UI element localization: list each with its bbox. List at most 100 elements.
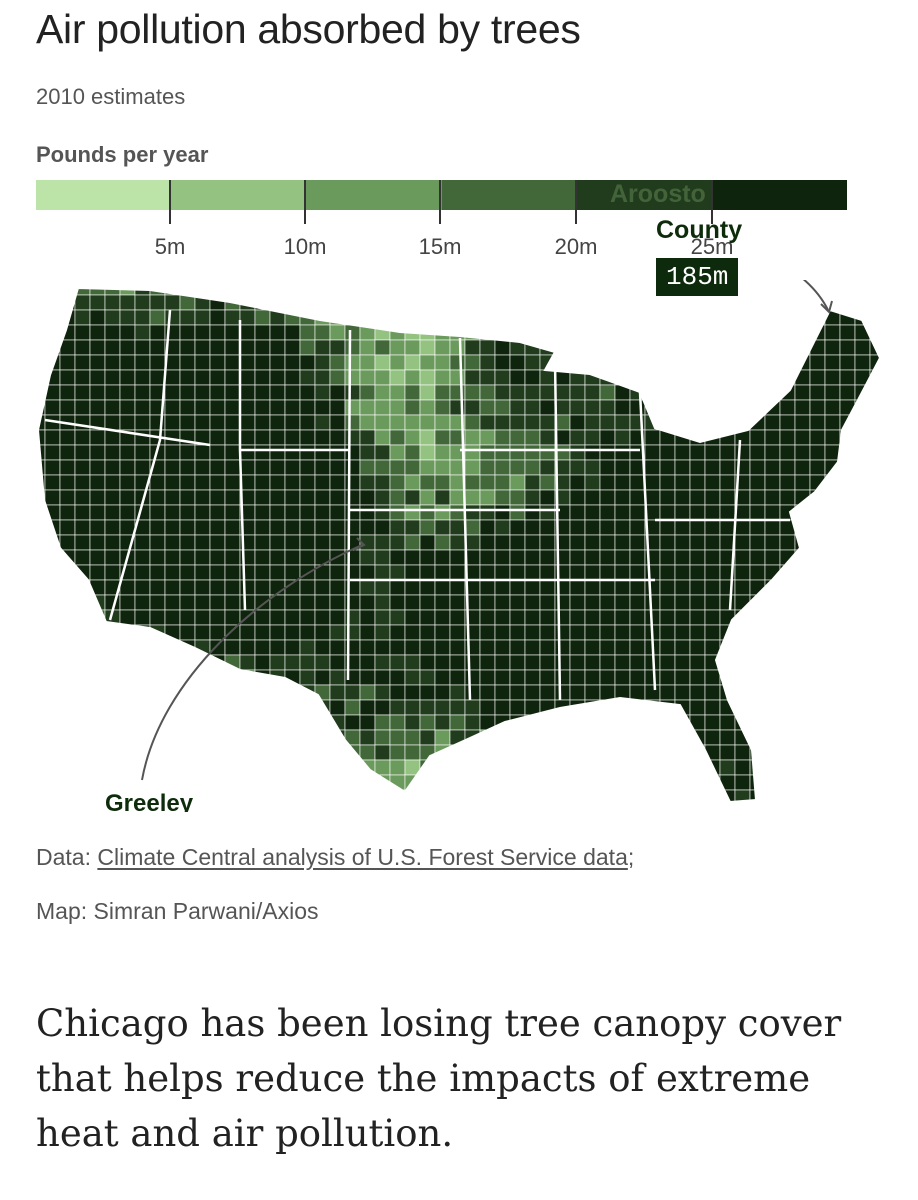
county-cell (74, 489, 91, 506)
county-cell (584, 624, 601, 641)
county-cell (269, 288, 286, 296)
county-cell (224, 534, 241, 551)
county-cell (104, 519, 121, 536)
county-cell (269, 504, 286, 521)
county-cell (254, 684, 271, 701)
county-cell (494, 474, 511, 491)
county-cell (434, 504, 451, 521)
source-link[interactable]: Climate Central analysis of U.S. Forest … (97, 844, 628, 870)
county-cell (869, 759, 880, 776)
county-cell (359, 639, 376, 656)
county-cell (179, 594, 196, 611)
county-cell (89, 309, 106, 326)
county-cell (329, 489, 346, 506)
county-cell (344, 309, 361, 326)
county-cell (284, 624, 301, 641)
county-cell (179, 729, 196, 746)
county-cell (464, 288, 481, 296)
county-cell (374, 399, 391, 416)
county-cell (885, 730, 900, 745)
county-cell (59, 624, 76, 641)
county-cell (704, 489, 721, 506)
county-cell (119, 759, 136, 776)
county-cell (329, 339, 346, 356)
county-cell (74, 744, 91, 761)
county-cell (719, 729, 736, 746)
county-cell (689, 369, 706, 386)
county-cell (224, 609, 241, 626)
county-cell (344, 789, 361, 802)
county-cell (599, 534, 616, 551)
county-cell (644, 309, 661, 326)
county-cell (689, 294, 706, 311)
county-cell (839, 339, 856, 356)
county-cell (629, 789, 646, 802)
county-cell (419, 669, 436, 686)
county-cell (749, 684, 766, 701)
county-cell (239, 399, 256, 416)
county-cell (314, 324, 331, 341)
county-cell (569, 399, 586, 416)
county-cell (269, 639, 286, 656)
county-cell (404, 504, 421, 521)
county-cell (674, 564, 691, 581)
county-cell (119, 519, 136, 536)
county-cell (224, 444, 241, 461)
county-cell (885, 625, 900, 640)
county-cell (854, 339, 871, 356)
county-cell (404, 744, 421, 761)
county-cell (119, 489, 136, 506)
county-cell (344, 699, 361, 716)
county-cell (44, 489, 61, 506)
county-cell (734, 519, 751, 536)
county-cell (854, 699, 871, 716)
county-cell (389, 504, 406, 521)
county-cell (479, 639, 496, 656)
county-cell (659, 474, 676, 491)
county-cell (464, 414, 481, 431)
county-cell (299, 549, 316, 566)
county-cell (89, 714, 106, 731)
county-cell (584, 324, 601, 341)
county-cell (239, 579, 256, 596)
county-cell (809, 369, 826, 386)
county-cell (329, 369, 346, 386)
county-cell (299, 294, 316, 311)
color-legend (36, 180, 848, 210)
county-cell (659, 624, 676, 641)
county-cell (134, 309, 151, 326)
county-cell (419, 714, 436, 731)
county-cell (885, 355, 900, 370)
county-cell (119, 669, 136, 686)
county-cell (134, 534, 151, 551)
county-cell (269, 774, 286, 791)
county-cell (59, 579, 76, 596)
county-cell (644, 474, 661, 491)
county-cell (224, 324, 241, 341)
county-cell (299, 654, 316, 671)
county-cell (269, 699, 286, 716)
county-cell (824, 414, 841, 431)
county-cell (794, 294, 811, 311)
county-cell (359, 429, 376, 446)
county-cell (449, 624, 466, 641)
county-cell (779, 729, 796, 746)
county-cell (209, 534, 226, 551)
county-cell (434, 654, 451, 671)
county-cell (585, 805, 600, 815)
county-cell (254, 549, 271, 566)
county-cell (885, 715, 900, 730)
county-cell (569, 669, 586, 686)
county-cell (59, 459, 76, 476)
county-cell (38, 609, 46, 626)
county-cell (539, 474, 556, 491)
county-cell (704, 714, 721, 731)
county-cell (59, 729, 76, 746)
county-cell (164, 474, 181, 491)
county-cell (869, 474, 880, 491)
county-cell (284, 459, 301, 476)
county-cell (314, 594, 331, 611)
county-cell (119, 414, 136, 431)
county-cell (164, 369, 181, 386)
legend-tick-5 (711, 180, 713, 224)
